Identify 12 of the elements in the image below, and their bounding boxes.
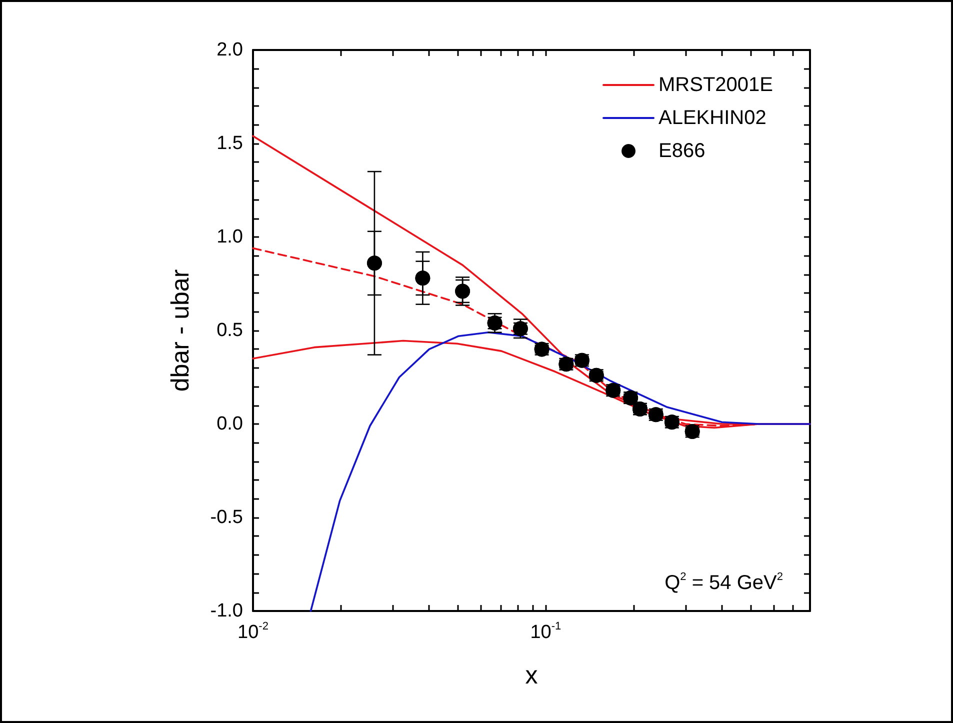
y-tick-label: -1.0 bbox=[210, 600, 243, 622]
legend-label: ALEKHIN02 bbox=[658, 107, 766, 129]
y-tick-label: -0.5 bbox=[210, 507, 243, 528]
y-tick-label: 2.0 bbox=[216, 40, 243, 60]
y-axis-title: dbar - ubar bbox=[166, 269, 194, 392]
y-tick-label: 1.0 bbox=[216, 226, 243, 248]
x-axis-title: x bbox=[525, 662, 538, 690]
y-tick-label: 0.0 bbox=[216, 414, 243, 434]
legend-label: MRST2001E bbox=[658, 74, 774, 96]
y-tick-label: 1.5 bbox=[216, 133, 243, 154]
y-tick-label: 0.5 bbox=[216, 320, 243, 341]
legend-label: E866 bbox=[658, 140, 706, 162]
